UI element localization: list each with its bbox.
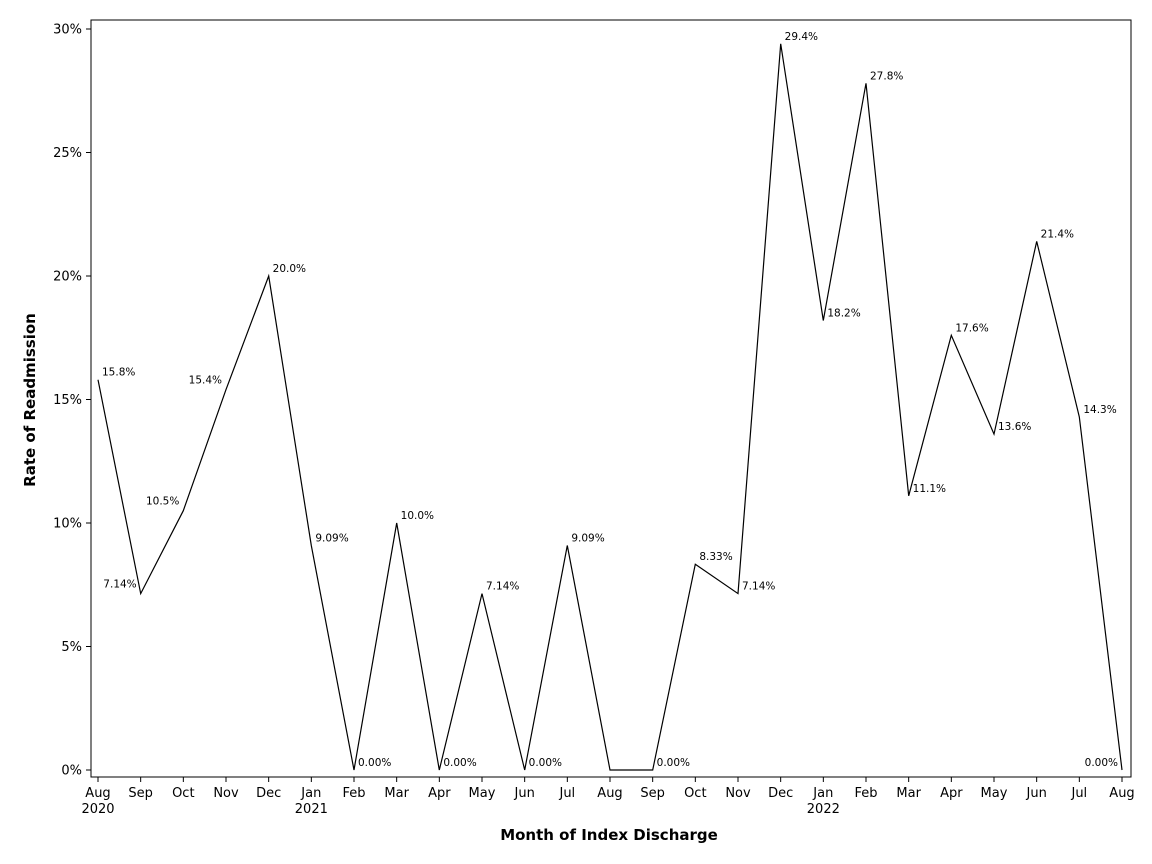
x-year-label: 2022 xyxy=(807,802,840,817)
data-label: 11.1% xyxy=(913,483,946,495)
x-tick-label: Aug xyxy=(85,786,110,801)
data-label: 29.4% xyxy=(785,31,818,43)
x-tick-label: Jan xyxy=(812,786,833,801)
y-axis-title: Rate of Readmission xyxy=(21,313,39,487)
x-tick-label: May xyxy=(981,786,1008,801)
data-label: 0.00% xyxy=(358,757,391,769)
data-label: 15.4% xyxy=(189,375,222,387)
data-label: 7.14% xyxy=(103,579,136,591)
data-label: 20.0% xyxy=(273,263,306,275)
data-labels: 15.8% 7.14% 10.5% 15.4% 20.0% 9.09% 0.00% 10.0%… xyxy=(102,31,1118,769)
y-tick-label: 10% xyxy=(53,517,82,532)
x-axis: Aug Sep Oct Nov Dec Jan Feb Mar Apr May Jun Jul Aug S… xyxy=(81,777,1135,817)
data-label: 13.6% xyxy=(998,421,1031,433)
x-tick-label: Nov xyxy=(725,786,751,801)
data-label: 0.00% xyxy=(443,757,476,769)
x-tick-label: Dec xyxy=(256,786,281,801)
data-label: 0.00% xyxy=(657,757,690,769)
data-label: 10.5% xyxy=(146,496,179,508)
data-label: 0.00% xyxy=(1085,757,1118,769)
x-tick-label: May xyxy=(469,786,496,801)
y-tick-label: 15% xyxy=(53,393,82,408)
x-tick-label: Oct xyxy=(172,786,194,801)
x-tick-label: Sep xyxy=(128,786,153,801)
x-tick-label: Aug xyxy=(1109,786,1134,801)
y-axis: 0% 5% 10% 15% 20% 25% 30% xyxy=(53,23,91,779)
data-label: 17.6% xyxy=(955,322,988,334)
x-tick-label: Jul xyxy=(1070,786,1087,801)
data-label: 10.0% xyxy=(401,510,434,522)
data-label: 9.09% xyxy=(315,532,348,544)
x-tick-label: Dec xyxy=(768,786,793,801)
plot-frame xyxy=(90,19,1132,778)
data-label: 14.3% xyxy=(1083,404,1116,416)
data-label: 9.09% xyxy=(571,532,604,544)
data-label: 15.8% xyxy=(102,367,135,379)
x-tick-label: Jun xyxy=(514,786,535,801)
data-label: 0.00% xyxy=(529,757,562,769)
x-tick-label: Apr xyxy=(940,786,963,801)
x-tick-label: Mar xyxy=(384,786,409,801)
data-label: 7.14% xyxy=(486,581,519,593)
y-tick-label: 20% xyxy=(53,270,82,285)
y-tick-label: 25% xyxy=(53,146,82,161)
data-label: 18.2% xyxy=(827,307,860,319)
data-label: 8.33% xyxy=(699,551,732,563)
x-tick-label: Aug xyxy=(597,786,622,801)
x-year-label: 2020 xyxy=(81,802,114,817)
x-tick-label: Feb xyxy=(854,786,877,801)
x-tick-label: Apr xyxy=(428,786,451,801)
x-tick-label: Nov xyxy=(213,786,239,801)
x-tick-label: Mar xyxy=(896,786,921,801)
x-year-label: 2021 xyxy=(295,802,328,817)
data-label: 7.14% xyxy=(742,581,775,593)
y-tick-label: 5% xyxy=(61,640,82,655)
series-line xyxy=(97,43,1123,771)
x-tick-label: Oct xyxy=(684,786,706,801)
y-tick-label: 30% xyxy=(53,23,82,38)
data-label: 27.8% xyxy=(870,70,903,82)
x-tick-label: Jun xyxy=(1026,786,1047,801)
y-tick-label: 0% xyxy=(61,764,82,779)
x-tick-label: Sep xyxy=(640,786,665,801)
x-tick-label: Jan xyxy=(300,786,321,801)
x-axis-title: Month of Index Discharge xyxy=(500,826,718,844)
x-tick-label: Feb xyxy=(342,786,365,801)
x-tick-label: Jul xyxy=(558,786,575,801)
data-label: 21.4% xyxy=(1041,228,1074,240)
